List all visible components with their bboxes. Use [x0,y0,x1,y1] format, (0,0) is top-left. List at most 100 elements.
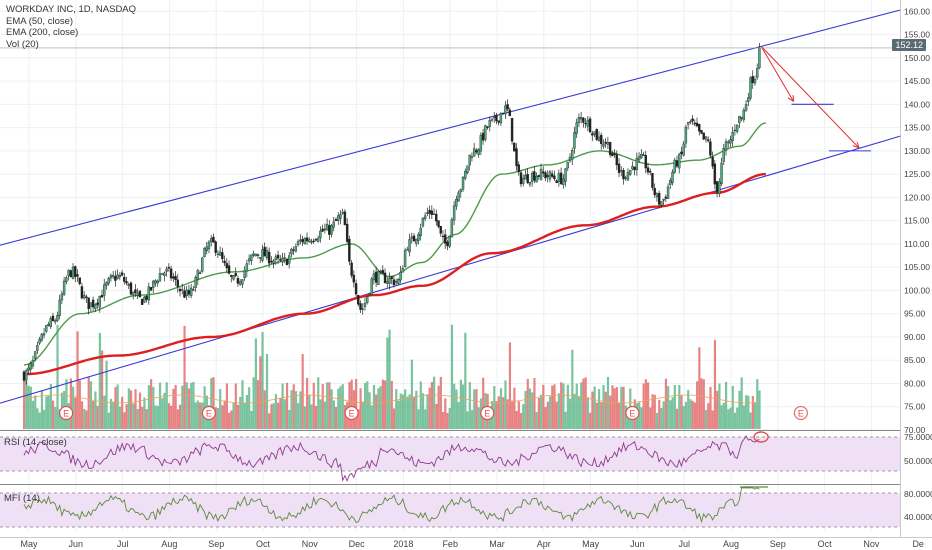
volume-bar [54,407,57,429]
volume-bar [58,409,61,429]
candle-body [597,136,601,141]
earnings-marker-label: E [349,409,355,419]
candle-body [82,295,86,299]
candle-body [194,277,197,288]
candle-body [562,178,565,185]
candle-body [60,293,64,301]
candle-body [299,239,302,242]
volume-bar [239,396,242,429]
candle-body [410,236,413,239]
candle-body [430,210,434,215]
candle-body [218,251,222,256]
candle-body [149,287,153,291]
candle-body [702,132,705,140]
candle-body [207,241,211,250]
trend-channel[interactable] [0,6,914,405]
volume-bar [138,392,142,429]
volume-legend: Vol (20) [6,38,39,50]
volume-bar [74,397,77,429]
candle-body [526,174,529,183]
candle-body [47,324,50,326]
candle-body [506,104,509,110]
volume-bar [495,401,498,429]
volume-bar [243,402,246,429]
volume-bar [557,393,561,429]
volume-bar [123,412,126,429]
candle-body [464,170,467,179]
candle-body [107,278,110,284]
candle-body [274,256,278,260]
candle-body [718,181,721,195]
volume-bar [194,402,197,429]
volume-bar [228,412,231,429]
earnings-marker [201,405,216,421]
volume-bar [667,386,670,429]
volume-bar [292,384,295,429]
candle-body [535,176,538,183]
volume-bar [738,390,741,429]
volume-bar [45,396,48,429]
candle-body [196,270,200,280]
candle-body [568,156,572,162]
candle-body [698,123,701,132]
volume-bar [470,410,474,429]
time-tick-label: Feb [442,539,458,549]
candle-body [657,193,661,205]
volume-bar [444,398,447,429]
candle-body [27,367,30,371]
candle-body [116,274,119,279]
candle-body [288,255,291,264]
volume-bar [638,402,641,429]
candle-body [49,318,52,327]
volume-bar [459,379,462,429]
volume-bar [401,394,405,429]
candle-body [709,141,712,156]
mfi-line [23,487,760,524]
volume-bar [377,388,380,429]
volume-bar [312,382,315,429]
candle-body [608,141,612,155]
candle-body [452,205,456,221]
volume-bar [569,398,572,429]
volume-bar [709,386,712,429]
candle-body [91,299,95,308]
candle-body [316,237,320,242]
volume-bar [589,412,592,429]
volume-bar [121,396,124,429]
volume-bar [426,394,429,429]
volume-bar [399,393,402,429]
time-tick-label: Oct [818,539,833,549]
volume-bar [464,332,467,429]
candle-body [232,275,235,280]
volume-bar [87,377,90,429]
candle-body [444,234,447,244]
volume-bar [92,401,95,429]
volume-average-line [23,394,760,404]
target-projection[interactable] [760,45,872,152]
volume-bar [23,379,26,429]
price-tick-label: 130.00 [904,146,930,156]
candle-body [259,257,262,259]
volume-bar [109,398,113,429]
candle-body [573,132,576,149]
candle-body [69,270,73,278]
volume-bar [408,394,411,429]
candle-body [183,290,186,298]
volume-bar [259,356,262,429]
time-tick-label: Jul [117,539,129,549]
volume-bar [250,410,253,429]
candle-body [557,173,561,182]
volume-bar [134,389,137,429]
mfi-label: MFI (14) [4,493,40,504]
candle-body [111,275,115,277]
volume-bar [141,406,144,429]
time-tick-label: May [582,539,600,549]
candle-body [325,224,329,231]
candle-body [733,129,737,132]
candle-body [706,139,710,142]
last-price-badge: 152.12 [892,39,926,51]
volume-bar [506,399,509,429]
